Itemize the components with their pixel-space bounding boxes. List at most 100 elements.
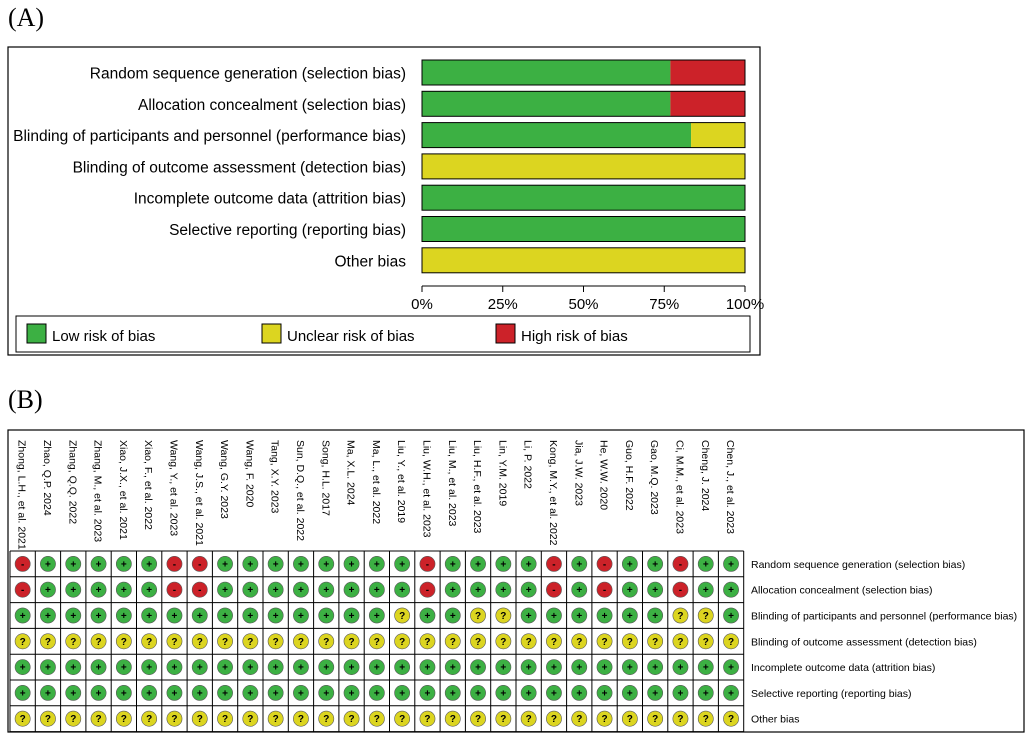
study-label: Xiao, J.X., et al. 2021 [117, 440, 129, 540]
panel-a-label: (A) [8, 3, 44, 32]
judgement-symbol: ? [500, 611, 506, 622]
judgement-symbol: + [247, 663, 253, 674]
judgement-low-circle [368, 581, 385, 598]
judgement-unclear-circle [621, 710, 638, 727]
judgement-low-circle [520, 607, 537, 624]
judgement-low-circle [191, 607, 208, 624]
bar-outline [421, 59, 746, 86]
panel-a-frame [7, 46, 761, 356]
judgement-unclear-circle [596, 633, 613, 650]
judgement-unclear-circle [394, 633, 411, 650]
judgement-symbol: - [679, 559, 682, 570]
judgement-unclear-circle [672, 710, 689, 727]
judgement-symbol: ? [500, 637, 506, 648]
judgement-low-circle [191, 659, 208, 675]
judgement-symbol: + [96, 611, 102, 622]
judgement-low-circle [672, 659, 689, 675]
judgement-unclear-circle [495, 607, 512, 624]
judgement-symbol: ? [475, 611, 481, 622]
judgement-low-circle [419, 607, 436, 624]
judgement-symbol: - [603, 585, 606, 596]
judgement-low-circle [419, 659, 436, 675]
judgement-symbol: + [197, 611, 203, 622]
judgement-low-circle [267, 581, 284, 598]
judgement-symbol: + [222, 611, 228, 622]
study-label: Zhao, Q.P. 2024 [41, 440, 53, 516]
judgement-symbol: + [652, 559, 658, 570]
judgement-symbol: ? [601, 637, 607, 648]
judgement-unclear-circle [166, 710, 183, 727]
panel-b-label: (B) [8, 385, 43, 414]
judgement-symbol: + [450, 585, 456, 596]
study-label: Zhong, L.H., et al. 2021 [16, 440, 28, 550]
judgement-symbol: + [526, 611, 532, 622]
judgement-symbol: ? [171, 714, 177, 725]
judgement-symbol: ? [95, 637, 101, 648]
judgement-unclear-circle [242, 633, 259, 650]
judgement-low-circle [571, 685, 588, 701]
judgement-unclear-circle [166, 633, 183, 650]
judgement-low-circle [267, 685, 284, 701]
judgement-low-circle [293, 607, 309, 624]
domain-label: Other bias [751, 714, 799, 726]
judgement-symbol: + [273, 688, 279, 699]
judgement-unclear-circle [368, 710, 385, 727]
judgement-symbol: + [399, 663, 405, 674]
judgement-low-circle [495, 556, 512, 572]
judgement-symbol: + [222, 663, 228, 674]
judgement-low-circle [723, 581, 739, 598]
judgement-high-circle [166, 556, 183, 572]
study-label: Liu, M., et al. 2023 [446, 440, 458, 527]
judgement-symbol: + [121, 611, 127, 622]
judgement-symbol: + [602, 688, 608, 699]
x-axis-tick-label: 100% [726, 296, 764, 313]
judgement-symbol: + [172, 688, 178, 699]
judgement-symbol: + [298, 663, 304, 674]
judgement-symbol: + [602, 611, 608, 622]
judgement-symbol: ? [171, 637, 177, 648]
judgement-low-circle [293, 659, 309, 675]
judgement-symbol: + [475, 559, 481, 570]
judgement-symbol: ? [323, 714, 329, 725]
study-label: Wang, Y., et al. 2023 [167, 440, 179, 536]
judgement-low-circle [596, 607, 613, 624]
judgement-symbol: + [323, 585, 329, 596]
judgement-symbol: + [247, 611, 253, 622]
judgement-unclear-circle [242, 710, 259, 727]
study-label: Tang, X.Y. 2023 [269, 440, 281, 514]
judgement-low-circle [520, 659, 537, 675]
judgement-symbol: + [222, 559, 228, 570]
judgement-symbol: + [576, 559, 582, 570]
bar-segment [670, 91, 745, 117]
judgement-symbol: ? [601, 714, 607, 725]
judgement-low-circle [520, 685, 537, 701]
judgement-symbol: ? [551, 637, 557, 648]
judgement-unclear-circle [647, 710, 664, 727]
judgement-symbol: ? [728, 714, 734, 725]
judgement-symbol: - [552, 559, 555, 570]
judgement-symbol: + [728, 663, 734, 674]
judgement-low-circle [141, 659, 158, 675]
judgement-symbol: + [450, 559, 456, 570]
judgement-low-circle [318, 607, 335, 624]
judgement-symbol: + [374, 559, 380, 570]
judgement-symbol: + [70, 688, 76, 699]
judgement-symbol: ? [298, 637, 304, 648]
judgement-high-circle [191, 581, 208, 598]
judgement-symbol: ? [70, 714, 76, 725]
judgement-symbol: - [21, 559, 24, 570]
judgement-symbol: + [374, 585, 380, 596]
judgement-low-circle [621, 659, 638, 675]
judgement-symbol: - [552, 585, 555, 596]
judgement-symbol: ? [20, 714, 26, 725]
judgement-symbol: ? [273, 714, 279, 725]
judgement-low-circle [444, 659, 461, 675]
judgement-symbol: + [45, 688, 51, 699]
judgement-unclear-circle [293, 710, 309, 727]
judgement-symbol: + [399, 585, 405, 596]
judgement-low-circle [115, 556, 132, 572]
judgement-low-circle [546, 607, 562, 624]
judgement-low-circle [14, 659, 31, 675]
judgement-symbol: + [728, 611, 734, 622]
